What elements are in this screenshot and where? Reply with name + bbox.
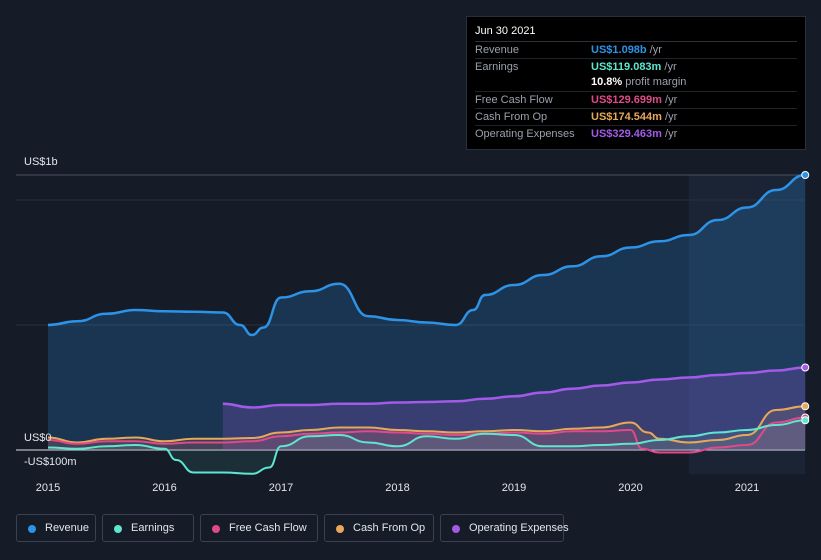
revenue-line (47, 173, 806, 337)
series-end-dots (801, 171, 810, 425)
x-tick-label: 2016 (152, 482, 177, 494)
legend-dot-icon (452, 525, 460, 533)
legend-item-earnings[interactable]: Earnings (102, 514, 194, 542)
tooltip-value-cfo: US$174.544m (591, 111, 662, 123)
legend-item-revenue[interactable]: Revenue (16, 514, 96, 542)
cash-from-op-end-point (801, 402, 810, 411)
earnings-end-point (801, 416, 810, 425)
legend-dot-icon (114, 525, 122, 533)
legend-label: Revenue (45, 522, 90, 534)
tooltip-label: Cash From Op (475, 111, 548, 123)
tooltip-row-revenue: Revenue US$1.098b /yr (475, 41, 797, 58)
tooltip-unit: /yr (665, 128, 678, 140)
cash-from-op-line (47, 405, 806, 444)
tooltip-unit: profit margin (625, 76, 687, 88)
operating-expenses-line (222, 366, 806, 409)
tooltip-unit: /yr (665, 94, 678, 106)
tooltip-label: Earnings (475, 61, 519, 73)
series-areas (48, 175, 806, 474)
legend-item-cash-from-op[interactable]: Cash From Op (324, 514, 434, 542)
legend-label: Earnings (131, 522, 175, 534)
x-tick-label: 2017 (268, 482, 294, 494)
legend-label: Operating Expenses (469, 522, 569, 534)
legend-item-free-cash-flow[interactable]: Free Cash Flow (200, 514, 318, 542)
tooltip-label: Revenue (475, 44, 520, 56)
tooltip-value-earnings: US$119.083m (591, 61, 662, 73)
legend-item-operating-expenses[interactable]: Operating Expenses (440, 514, 569, 542)
x-tick-label: 2018 (385, 482, 410, 494)
tooltip-label: Free Cash Flow (475, 94, 553, 106)
tooltip-row-fcf: Free Cash Flow US$129.699m /yr (475, 91, 797, 108)
legend-label: Free Cash Flow (229, 522, 307, 534)
tooltip-value-opex: US$329.463m (591, 128, 662, 140)
tooltip-row-cfo: Cash From Op US$174.544m /yr (475, 108, 797, 125)
series-lines (47, 173, 806, 475)
tooltip-row-opex: Operating Expenses US$329.463m /yr (475, 125, 797, 142)
y-tick-label-top: US$1b (24, 156, 58, 168)
x-tick-label: 2021 (734, 482, 760, 494)
operating-expenses-area (222, 367, 806, 450)
legend-dot-icon (28, 525, 36, 533)
revenue-area (48, 175, 806, 450)
grid-lines (16, 174, 805, 451)
revenue-end-point (801, 171, 810, 179)
x-tick-label: 2015 (35, 482, 61, 494)
legend-dot-icon (212, 525, 220, 533)
tooltip-panel: Jun 30 2021 Revenue US$1.098b /yr Earnin… (466, 16, 806, 150)
tooltip-date: Jun 30 2021 (475, 25, 536, 37)
tooltip-unit: /yr (664, 61, 677, 73)
y-tick-label-zero: US$0 (24, 432, 52, 444)
tooltip-unit: /yr (665, 111, 678, 123)
earnings-area (48, 420, 806, 474)
free-cash-flow-line (47, 416, 806, 454)
x-tick-label: 2019 (501, 482, 527, 494)
tooltip-row-earnings: Earnings US$119.083m /yr (475, 58, 797, 75)
legend-label: Cash From Op (353, 522, 426, 534)
legend-dot-icon (336, 525, 344, 533)
operating-expenses-end-point (801, 363, 810, 372)
tooltip-row-margin: 10.8% profit margin (475, 74, 797, 90)
tooltip-value-fcf: US$129.699m (591, 94, 662, 106)
earnings-line (47, 419, 806, 475)
tooltip-value-revenue: US$1.098b (591, 44, 647, 56)
x-tick-label: 2020 (618, 482, 643, 494)
tooltip-label: Operating Expenses (475, 128, 575, 140)
tooltip-unit: /yr (649, 44, 662, 56)
tooltip-value-margin: 10.8% (591, 76, 623, 88)
y-tick-label-negative: -US$100m (24, 456, 77, 468)
